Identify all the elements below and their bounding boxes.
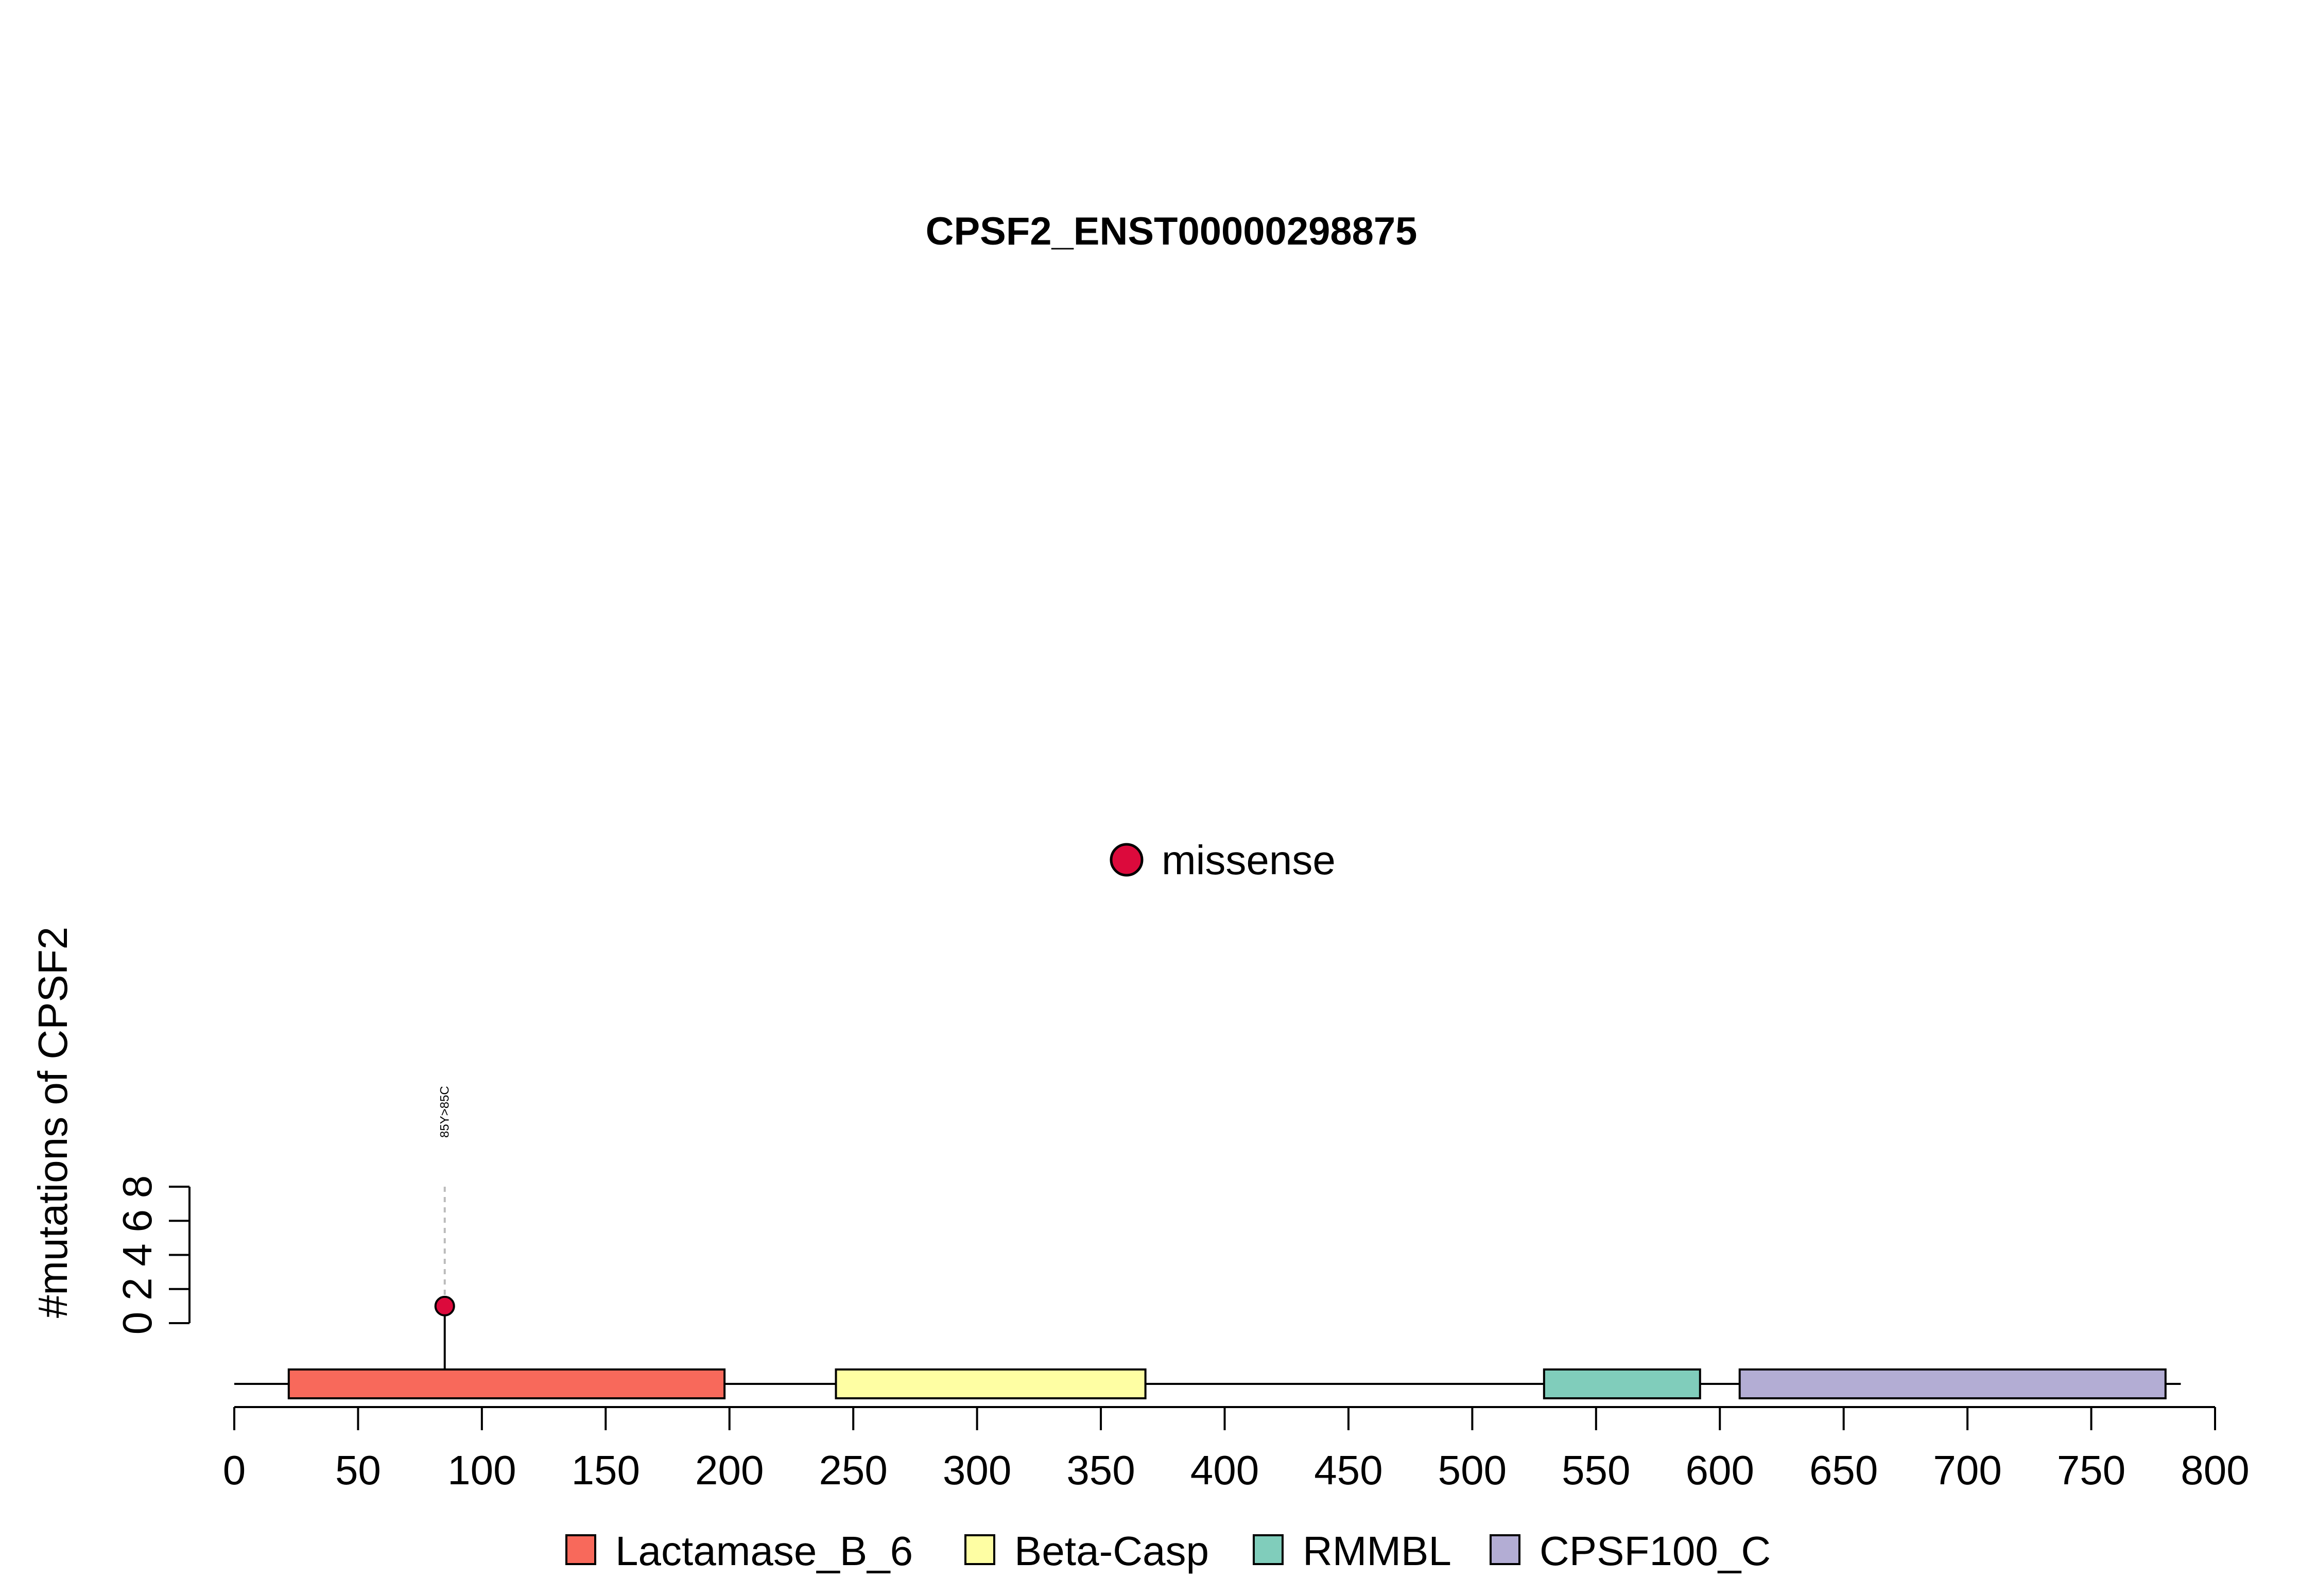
legend-label-RMMBL: RMMBL [1303, 1528, 1451, 1574]
x-tick-label-150: 150 [572, 1447, 640, 1493]
legend-swatch-RMMBL [1253, 1534, 1284, 1565]
x-axis: 0 50 100 150 200 250 300 350 400 450 500 550 600 650 7… [223, 1406, 2250, 1493]
legend-label-CPSF100_C: CPSF100_C [1540, 1528, 1771, 1574]
x-tick-label-50: 50 [335, 1447, 381, 1493]
domain-legend: Lactamase_B_6 Beta-Casp RMMBL CPSF100_C [565, 1528, 1771, 1574]
y-axis-label: #mutations of CPSF2 [30, 927, 76, 1318]
x-tick-label-500: 500 [1438, 1447, 1507, 1493]
mutation-label-85Y>85C: 85Y>85C [438, 1086, 452, 1138]
mutation-lollipops: 85Y>85C [434, 1086, 455, 1384]
legend-swatch-CPSF100_C [1490, 1534, 1520, 1565]
mutation-legend: missense [1110, 837, 1336, 883]
x-tick-label-550: 550 [1562, 1447, 1630, 1493]
y-axis: 0 2 4 6 8 [114, 1175, 191, 1335]
x-tick-label-750: 750 [2057, 1447, 2125, 1493]
mutation-head-85Y>85C [434, 1295, 455, 1316]
legend-swatch-Lactamase_B_6 [565, 1534, 596, 1565]
x-tick-label-250: 250 [819, 1447, 887, 1493]
domain-Beta-Casp [835, 1368, 1147, 1399]
x-tick-label-650: 650 [1809, 1447, 1878, 1493]
domain-RMMBL [1543, 1368, 1701, 1399]
x-tick-label-450: 450 [1314, 1447, 1382, 1493]
x-tick-label-100: 100 [447, 1447, 516, 1493]
legend-label-Lactamase_B_6: Lactamase_B_6 [615, 1528, 913, 1574]
x-tick-label-400: 400 [1190, 1447, 1259, 1493]
y-tick-label-0: 0 [114, 1312, 160, 1335]
y-tick-label-6: 6 [114, 1209, 160, 1233]
y-tick-label-2: 2 [114, 1278, 160, 1301]
x-tick-label-0: 0 [223, 1447, 246, 1493]
x-tick-label-200: 200 [695, 1447, 764, 1493]
x-tick-label-800: 800 [2181, 1447, 2249, 1493]
legend-label-Beta-Casp: Beta-Casp [1014, 1528, 1209, 1574]
legend-swatch-Beta-Casp [964, 1534, 995, 1565]
y-tick-label-4: 4 [114, 1243, 160, 1267]
legend-label-missense: missense [1162, 837, 1336, 883]
protein-domains [287, 1368, 2167, 1399]
domain-Lactamase_B_6 [287, 1368, 726, 1399]
x-tick-label-700: 700 [1933, 1447, 2001, 1493]
legend-marker-missense [1110, 843, 1144, 877]
chart-title: CPSF2_ENST00000298875 [926, 210, 1417, 253]
y-tick-label-8: 8 [114, 1175, 160, 1199]
x-tick-label-300: 300 [943, 1447, 1011, 1493]
x-tick-label-600: 600 [1686, 1447, 1754, 1493]
domain-CPSF100_C [1738, 1368, 2167, 1399]
x-tick-label-350: 350 [1066, 1447, 1135, 1493]
